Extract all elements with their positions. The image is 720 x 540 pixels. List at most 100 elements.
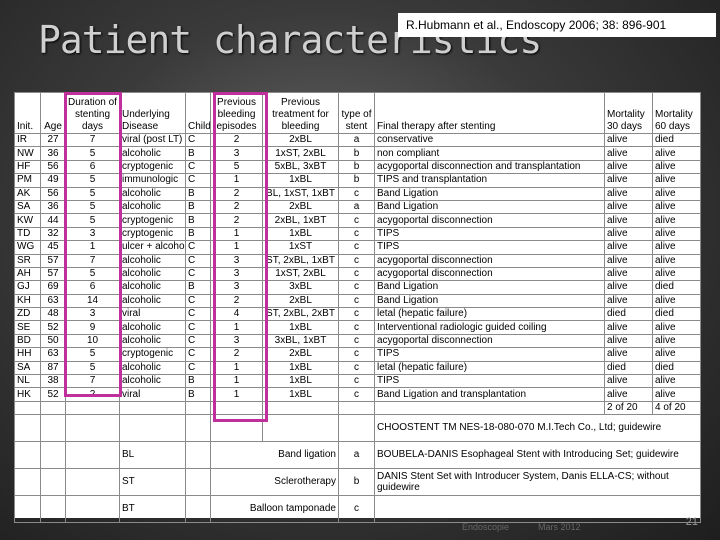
cell-stent-type: b: [338, 146, 375, 161]
table-row: WG 45 1 ulcer + alcohol C 1 1xST c TIPS alive aliv…: [14, 240, 701, 255]
header-age: Age: [40, 92, 66, 134]
cell-prev-treatment: 1xBL: [262, 226, 339, 242]
legend-stent-a: CHOOSTENT TM NES-18-080-070 M.I.Tech Co.…: [374, 413, 701, 442]
cell-final-therapy: Band Ligation: [374, 199, 605, 215]
cell-final-therapy: Band Ligation: [374, 293, 605, 309]
cell-stent-type: c: [338, 226, 375, 242]
cell-mortality-30: alive: [604, 387, 653, 402]
cell-final-therapy: acygoportal disconnection and transplant…: [374, 159, 605, 175]
table-row: NW 36 5 alcoholic B 3 1xST, 2xBL b non compliant…: [14, 146, 701, 161]
cell-mortality-30: alive: [604, 213, 653, 228]
cell-prev-treatment: 2xBL, 1xBT: [262, 213, 339, 228]
cell-mortality-60: alive: [652, 240, 701, 255]
cell-disease: alcoholic: [119, 280, 186, 295]
cell-mortality-30: alive: [604, 173, 653, 188]
cell-final-therapy: conservative: [374, 132, 605, 148]
header-prev-bleeding: Previous bleeding episodes: [210, 92, 263, 134]
cell-duration: 6: [65, 159, 120, 175]
cell-prev-bleeding: 4: [210, 307, 263, 322]
cell-init: GJ: [14, 280, 41, 295]
cell-stent-type: c: [338, 360, 375, 376]
cell-init: KH: [14, 293, 41, 309]
cell-duration: 5: [65, 199, 120, 215]
cell-init: NL: [14, 374, 41, 389]
header-stent-type: type of stent: [338, 92, 375, 134]
cell-prev-bleeding: 5: [210, 159, 263, 175]
cell-mortality-60: alive: [652, 333, 701, 349]
table-row: SA 87 5 alcoholic C 1 1xBL c letal (hepatic fail…: [14, 360, 701, 376]
cell-prev-treatment: 1xST, 2xBL: [262, 266, 339, 282]
cell-init: ZD: [14, 307, 41, 322]
cell-child: B: [185, 213, 211, 228]
cell-mortality-30: alive: [604, 280, 653, 295]
cell-prev-bleeding: 2: [210, 213, 263, 228]
cell-age: 36: [40, 146, 66, 161]
cell-mortality-60: alive: [652, 320, 701, 335]
legend-meaning-st: Sclerotherapy: [210, 467, 339, 496]
table-row: TD 32 3 cryptogenic B 1 1xBL c TIPS alive alive: [14, 226, 701, 242]
cell-stent-type: c: [338, 374, 375, 389]
table-row: IR 27 7 viral (post LT) C 2 2xBL a conservative a…: [14, 132, 701, 148]
cell-mortality-30: alive: [604, 374, 653, 389]
cell-age: 27: [40, 132, 66, 148]
cell-stent-type: b: [338, 173, 375, 188]
table-header-row: Init. Age Duration of stenting days Unde…: [14, 92, 701, 134]
cell-stent-type: a: [338, 132, 375, 148]
cell-disease: cryptogenic: [119, 226, 186, 242]
legend-code-c: c: [338, 494, 375, 523]
cell-prev-treatment: 3xBL: [262, 280, 339, 295]
footer-left: Endoscopie: [462, 522, 510, 532]
cell-mortality-60: alive: [652, 266, 701, 282]
table-row: PM 49 5 immunologic C 1 1xBL b TIPS and transpla…: [14, 173, 701, 188]
cell-prev-treatment: 5xBL, 3xBT: [262, 159, 339, 175]
cell-mortality-30: alive: [604, 266, 653, 282]
cell-prev-bleeding: 1: [210, 226, 263, 242]
cell-prev-treatment: 2xBL: [262, 199, 339, 215]
cell-age: 63: [40, 347, 66, 362]
cell-duration: 5: [65, 213, 120, 228]
cell-age: 50: [40, 333, 66, 349]
cell-stent-type: c: [338, 266, 375, 282]
legend-meaning-bl: Band ligation: [210, 440, 339, 469]
cell-child: C: [185, 266, 211, 282]
cell-disease: cryptogenic: [119, 159, 186, 175]
table-row: HH 63 5 cryptogenic C 2 2xBL c TIPS alive alive: [14, 347, 701, 362]
cell-child: B: [185, 186, 211, 201]
cell-age: 87: [40, 360, 66, 376]
cell-age: 38: [40, 374, 66, 389]
cell-prev-treatment: 1xBL: [262, 173, 339, 188]
cell-duration: 9: [65, 320, 120, 335]
cell-disease: ulcer + alcohol: [119, 240, 186, 255]
header-init: Init.: [14, 92, 41, 134]
cell-mortality-60: died: [652, 132, 701, 148]
table-row: NL 38 7 alcoholic B 1 1xBL c TIPS alive alive: [14, 374, 701, 389]
cell-final-therapy: acygoportal disconnection: [374, 266, 605, 282]
cell-disease: viral: [119, 387, 186, 402]
cell-prev-treatment: 1xBL: [262, 374, 339, 389]
cell-mortality-60: died: [652, 360, 701, 376]
cell-mortality-30: alive: [604, 186, 653, 201]
cell-mortality-30: alive: [604, 320, 653, 335]
cell-stent-type: c: [338, 280, 375, 295]
cell-stent-type: c: [338, 320, 375, 335]
cell-age: 57: [40, 266, 66, 282]
cell-disease: alcoholic: [119, 333, 186, 349]
cell-disease: alcoholic: [119, 146, 186, 161]
cell-duration: 7: [65, 374, 120, 389]
cell-mortality-30: alive: [604, 293, 653, 309]
cell-child: C: [185, 333, 211, 349]
cell-age: 57: [40, 253, 66, 268]
cell-disease: alcoholic: [119, 360, 186, 376]
table-row: AH 57 5 alcoholic C 3 1xST, 2xBL c acygoportal d…: [14, 266, 701, 282]
cell-init: WG: [14, 240, 41, 255]
header-mortality-30: Mortality 30 days: [604, 92, 653, 134]
cell-final-therapy: acygoportal disconnection: [374, 253, 605, 268]
cell-disease: viral: [119, 307, 186, 322]
cell-mortality-30: died: [604, 360, 653, 376]
cell-prev-bleeding: 3: [210, 333, 263, 349]
legend-row: BL Band ligation a BOUBELA-DANIS Esophag…: [14, 440, 701, 469]
page-number: 21: [685, 516, 698, 528]
cell-child: B: [185, 146, 211, 161]
cell-mortality-30: alive: [604, 132, 653, 148]
cell-mortality-30: alive: [604, 347, 653, 362]
